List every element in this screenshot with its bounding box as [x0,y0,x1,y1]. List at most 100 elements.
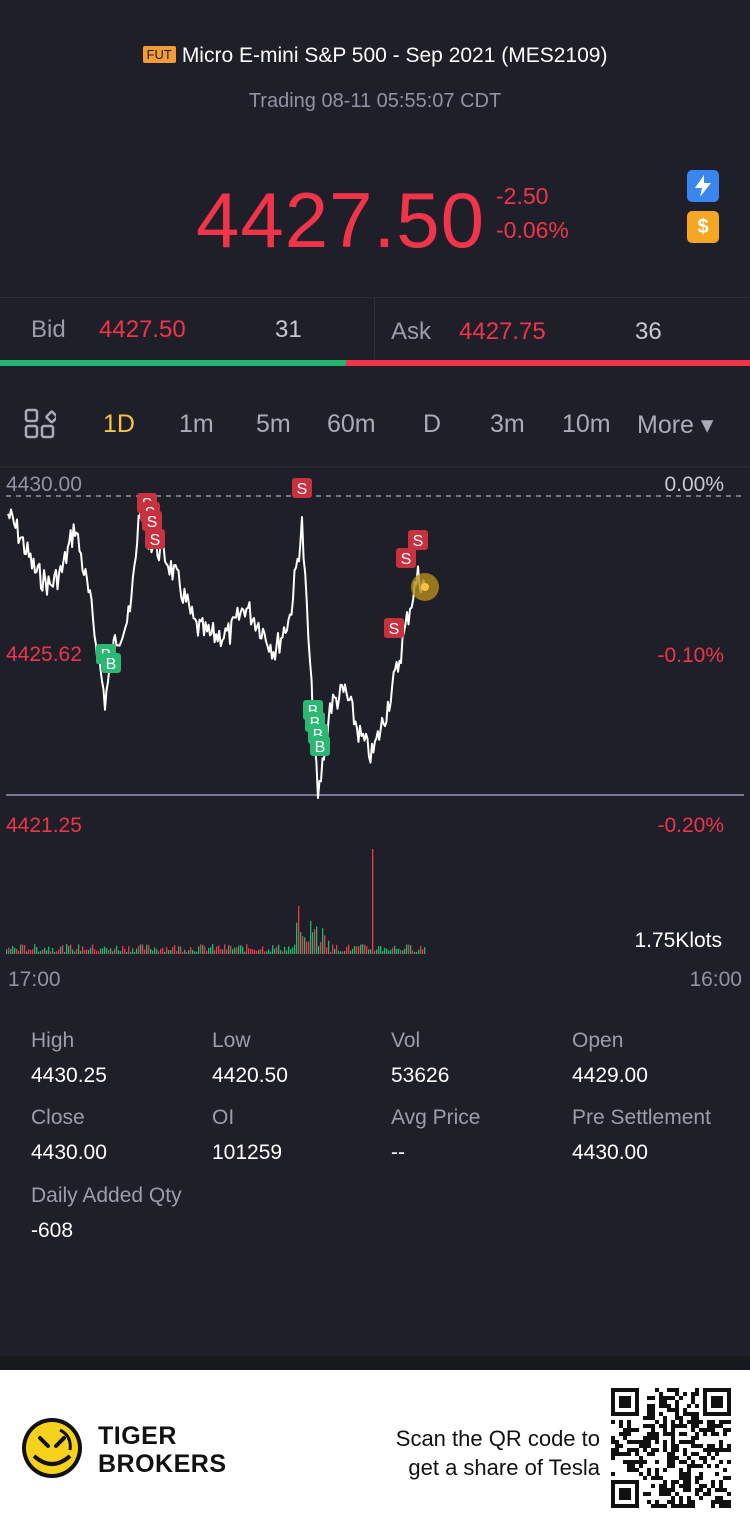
volume-bar [150,948,152,954]
volume-max-label: 1.75Klots [634,929,722,952]
stat-added-label: Daily Added Qty [31,1184,182,1207]
tiger-logo-icon [20,1416,84,1485]
tab-d[interactable]: D [423,410,442,438]
bid-strength-bar [0,360,346,366]
volume-bar [336,945,338,954]
bid-label: Bid [31,316,66,343]
volume-bar [406,944,408,954]
volume-bar [48,946,50,954]
volume-bar [352,948,354,954]
sell-marker: S [396,548,416,568]
volume-bar [356,946,358,954]
tab-60m[interactable]: 60m [327,410,376,438]
volume-bar [378,946,380,954]
tab-5m[interactable]: 5m [256,410,291,438]
intraday-chart[interactable]: SSSSSSSSBBBBBB [0,466,750,996]
grid-icon[interactable] [24,408,59,445]
svg-text:B: B [310,715,321,732]
volume-bar [316,926,318,954]
ask-qty: 36 [635,318,662,345]
volume-bar [358,946,360,954]
volume-bar [32,949,34,954]
volume-bar [254,950,256,954]
volume-bar [306,941,308,954]
volume-bar [156,949,158,954]
volume-bar [36,947,38,954]
volume-bar [144,949,146,954]
volume-bar [220,948,222,954]
volume-bar [136,948,138,954]
price-change: -2.50 [496,183,549,209]
volume-bar [40,950,42,954]
volume-bar [216,946,218,954]
volume-bar [34,944,36,954]
footer-separator [0,1356,750,1370]
volume-bar [370,949,372,954]
volume-bar [350,950,352,954]
sell-marker: S [142,511,162,531]
price-axis-bottom: 4421.25 [6,814,82,837]
volume-bar [72,949,74,954]
dollar-icon[interactable]: $ [687,211,719,243]
volume-bar [326,947,328,954]
volume-bar [304,937,306,954]
volume-bar [294,944,296,954]
stat-avg: -- [391,1141,405,1164]
volume-bar [132,948,134,954]
futures-badge: FUT [142,46,176,63]
volume-bar [340,951,342,954]
volume-bar [382,950,384,954]
volume-bar [286,950,288,954]
volume-bar [108,949,110,954]
volume-bar [288,946,290,954]
volume-bar [68,945,70,954]
volume-bar [372,849,374,954]
tab-10m[interactable]: 10m [562,410,611,438]
volume-bar [52,948,54,954]
volume-bar [366,945,368,954]
volume-bar [398,948,400,954]
volume-bar [332,944,334,954]
volume-bar [416,951,418,954]
last-price: 4427.50 [196,176,485,264]
volume-bar [342,951,344,954]
volume-bar [218,945,220,954]
volume-bar [168,950,170,954]
volume-bar [82,946,84,954]
price-axis-mid: 4425.62 [6,643,82,666]
volume-bar [202,944,204,954]
stat-oi-label: OI [212,1106,235,1129]
volume-bar [16,948,18,954]
volume-bar [62,945,64,954]
tab-1m[interactable]: 1m [179,410,214,438]
volume-bar [24,945,26,954]
svg-text:S: S [297,481,308,498]
volume-bar [408,944,410,954]
volume-bar [228,945,230,954]
volume-bar [210,947,212,954]
svg-text:B: B [106,656,117,673]
brand-line-1: TIGER [98,1422,177,1450]
volume-bar [146,944,148,954]
svg-text:S: S [389,621,400,638]
volume-bar [172,946,174,954]
volume-bar [364,944,366,954]
ask-price: 4427.75 [459,318,546,345]
volume-bar [388,950,390,954]
volume-bar [84,950,86,954]
volume-bar [100,948,102,954]
tab-1d[interactable]: 1D [103,410,135,438]
volume-bar [184,949,186,954]
volume-bar [422,949,424,954]
instrument-title-row: FUT Micro E-mini S&P 500 - Sep 2021 (MES2… [0,44,750,68]
volume-bar [298,906,300,954]
tab-more[interactable]: More ▾ [637,411,714,439]
volume-bar [166,947,168,954]
buy-marker: B [310,736,330,756]
volume-bar [270,951,272,954]
tab-3m[interactable]: 3m [490,410,525,438]
volume-bar [346,946,348,954]
volume-bar [176,950,178,954]
lightning-icon[interactable] [687,170,719,202]
volume-bar [14,947,16,954]
